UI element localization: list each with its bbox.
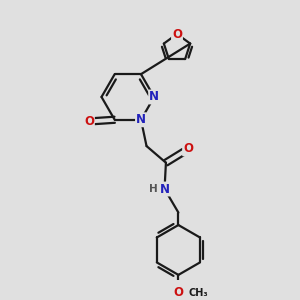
Text: N: N <box>136 113 146 126</box>
Text: O: O <box>183 142 193 155</box>
Text: H: H <box>148 184 157 194</box>
Text: N: N <box>149 91 159 103</box>
Text: O: O <box>173 286 183 299</box>
Text: CH₃: CH₃ <box>188 288 208 298</box>
Text: O: O <box>172 28 182 40</box>
Text: O: O <box>84 115 94 128</box>
Text: N: N <box>160 182 170 196</box>
